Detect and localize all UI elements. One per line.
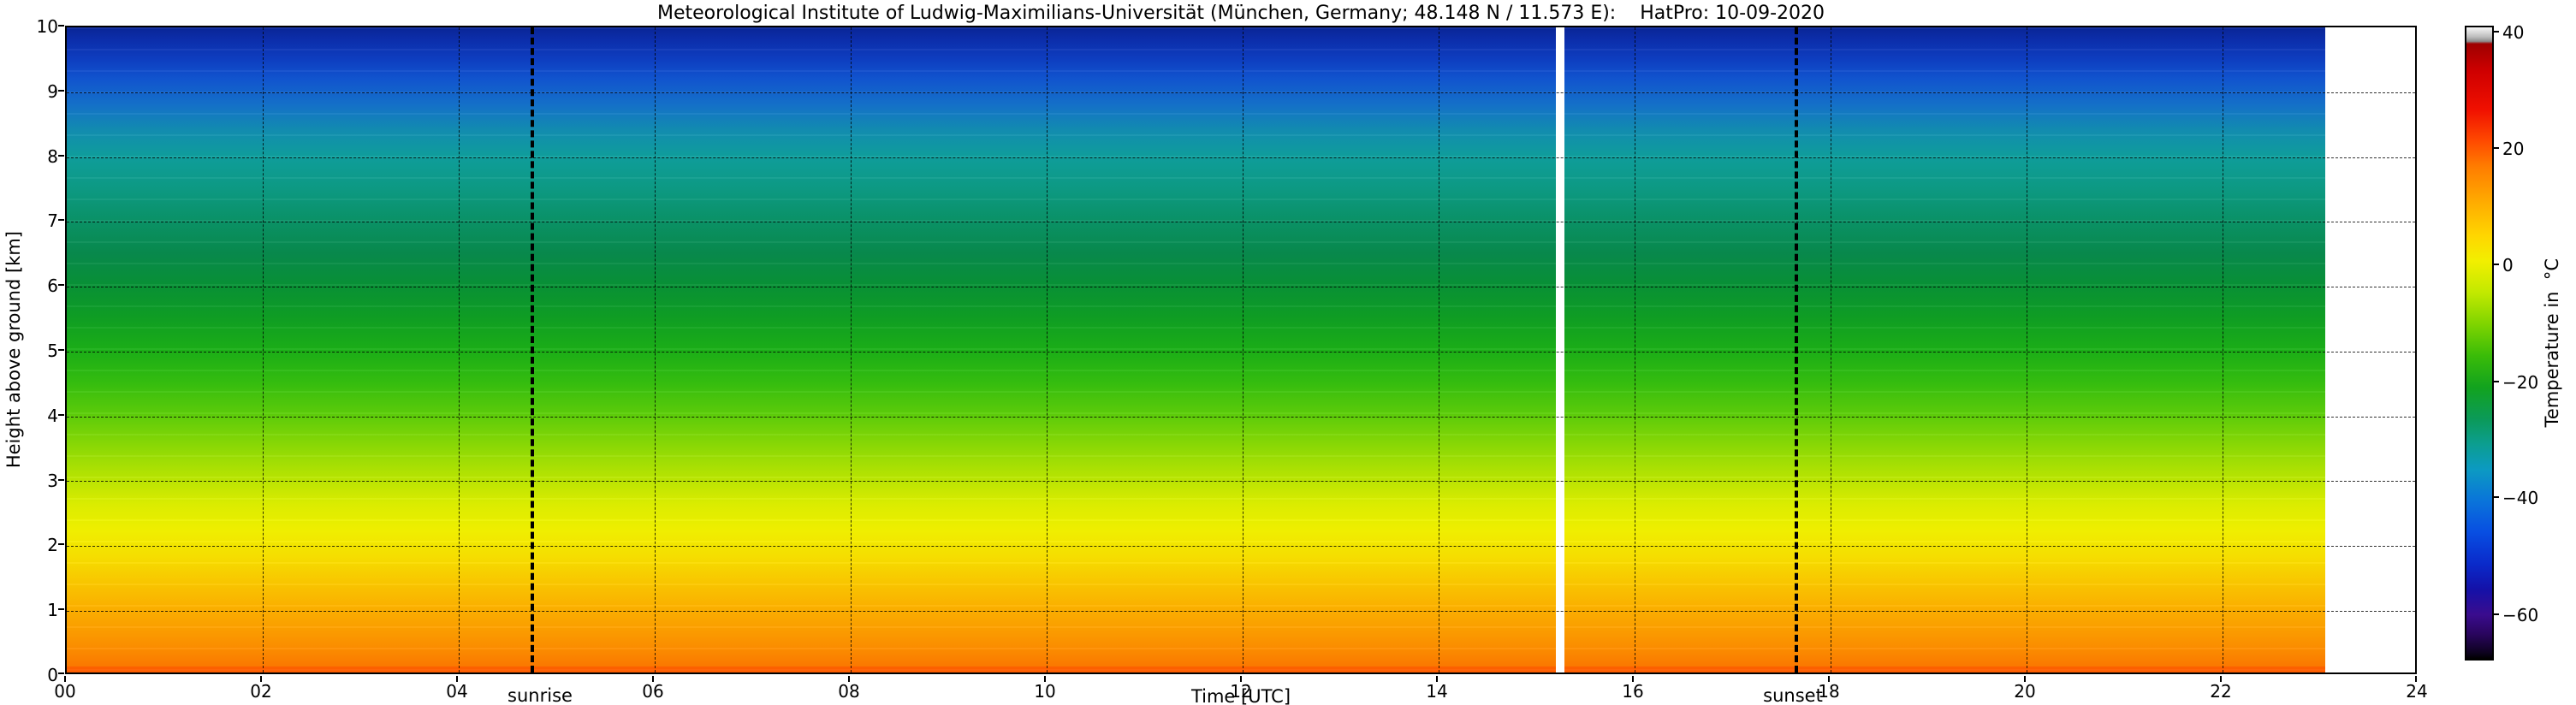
x-axis-label: Time [UTC] xyxy=(1190,686,1291,705)
y-tick-mark xyxy=(58,349,64,351)
y-tick-label: 0 xyxy=(47,665,58,685)
colorbar-tick-label: −40 xyxy=(2502,488,2539,508)
y-tick-mark xyxy=(58,672,64,674)
x-tick-mark xyxy=(1632,676,1634,682)
y-tick-mark xyxy=(58,414,64,416)
y-tick-mark xyxy=(58,25,64,27)
x-tick-mark xyxy=(260,676,262,682)
x-tick-mark xyxy=(1044,676,1046,682)
x-tick-label: 00 xyxy=(54,681,76,702)
sunset-label: sunset xyxy=(1763,685,1823,705)
y-tick-mark xyxy=(58,479,64,481)
colorbar-tick-label: 20 xyxy=(2502,139,2525,159)
colorbar-tick-label: −20 xyxy=(2502,372,2539,393)
y-tick-label: 5 xyxy=(47,341,58,361)
y-tick-label: 6 xyxy=(47,275,58,296)
heatmap-banding-overlay xyxy=(67,27,2325,672)
y-tick-mark xyxy=(58,608,64,610)
colorbar-tick-mark xyxy=(2493,496,2499,498)
y-tick-label: 2 xyxy=(47,535,58,555)
surface-warm-layer xyxy=(67,666,2325,672)
x-tick-mark xyxy=(848,676,850,682)
x-tick-label: 16 xyxy=(1622,681,1644,702)
colorbar-tick-mark xyxy=(2493,147,2499,149)
colorbar-tick-label: 0 xyxy=(2502,255,2514,275)
grid-line-horizontal xyxy=(67,417,2415,418)
y-tick-label: 7 xyxy=(47,210,58,231)
chart-title: Meteorological Institute of Ludwig-Maxim… xyxy=(656,3,1825,24)
colorbar-tick-mark xyxy=(2493,381,2499,382)
y-tick-mark xyxy=(58,90,64,92)
x-tick-label: 04 xyxy=(446,681,468,702)
y-tick-mark xyxy=(58,543,64,545)
x-tick-mark xyxy=(2024,676,2026,682)
y-tick-label: 3 xyxy=(47,471,58,491)
y-tick-label: 1 xyxy=(47,600,58,620)
colorbar-tick-mark xyxy=(2493,264,2499,265)
colorbar-tick-label: −60 xyxy=(2502,605,2539,625)
grid-line-horizontal xyxy=(67,546,2415,547)
x-tick-mark xyxy=(2220,676,2222,682)
x-tick-label: 02 xyxy=(250,681,272,702)
grid-line-vertical xyxy=(459,27,460,672)
x-tick-label: 10 xyxy=(1034,681,1056,702)
colorbar-tick-mark xyxy=(2493,31,2499,33)
grid-line-vertical xyxy=(655,27,656,672)
sunset-line xyxy=(1795,27,1798,672)
x-tick-label: 18 xyxy=(1818,681,1840,702)
y-axis-label: Height above ground [km] xyxy=(3,231,24,469)
grid-line-horizontal xyxy=(67,157,2415,158)
grid-line-horizontal xyxy=(67,481,2415,482)
y-tick-mark xyxy=(58,155,64,157)
colorbar-title: Temperature in °C xyxy=(2542,258,2562,428)
x-tick-mark xyxy=(2415,676,2417,682)
y-tick-label: 9 xyxy=(47,81,58,102)
colorbar-title-wrap: Temperature in °C xyxy=(2535,26,2569,661)
x-tick-mark xyxy=(1240,676,1242,682)
x-tick-mark xyxy=(1436,676,1438,682)
grid-line-vertical xyxy=(263,27,264,672)
colorbar xyxy=(2465,26,2494,661)
grid-line-vertical xyxy=(1047,27,1048,672)
y-tick-label: 8 xyxy=(47,146,58,167)
x-tick-label: 20 xyxy=(2014,681,2036,702)
x-tick-label: 06 xyxy=(642,681,664,702)
x-tick-mark xyxy=(1828,676,1830,682)
grid-line-horizontal xyxy=(67,92,2415,93)
y-tick-label: 4 xyxy=(47,406,58,426)
y-tick-mark xyxy=(58,284,64,286)
x-tick-mark xyxy=(64,676,66,682)
plot-area xyxy=(65,26,2417,674)
grid-line-horizontal xyxy=(67,611,2415,612)
data-gap xyxy=(1556,27,1564,672)
x-tick-label: 14 xyxy=(1426,681,1448,702)
y-tick-mark xyxy=(58,219,64,221)
colorbar-tick-mark xyxy=(2493,613,2499,615)
sunrise-label: sunrise xyxy=(507,685,573,705)
heatmap xyxy=(67,27,2325,672)
sunrise-line xyxy=(531,27,534,672)
grid-line-vertical xyxy=(851,27,852,672)
x-tick-mark xyxy=(456,676,458,682)
x-tick-label: 24 xyxy=(2406,681,2428,702)
x-tick-label: 08 xyxy=(838,681,860,702)
x-tick-mark xyxy=(652,676,654,682)
x-tick-label: 12 xyxy=(1230,681,1252,702)
colorbar-tick-label: 40 xyxy=(2502,22,2525,43)
x-tick-label: 22 xyxy=(2210,681,2232,702)
y-tick-label: 10 xyxy=(36,16,58,37)
